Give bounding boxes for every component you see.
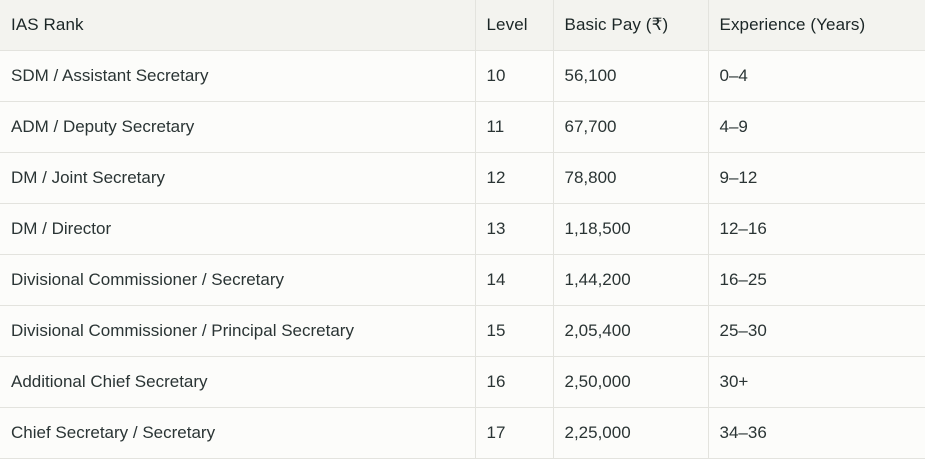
header-level: Level [474, 0, 554, 51]
cell-rank: DM / Joint Secretary [0, 152, 476, 204]
table-row: Chief Secretary / Secretary 17 2,25,000 … [0, 407, 925, 459]
header-row: IAS Rank Level Basic Pay (₹) Experience … [0, 0, 925, 51]
cell-level: 13 [474, 203, 554, 255]
cell-experience: 4–9 [707, 101, 925, 153]
header-experience: Experience (Years) [707, 0, 925, 51]
cell-rank: Additional Chief Secretary [0, 356, 476, 408]
header-ias-rank: IAS Rank [0, 0, 476, 51]
cell-basic-pay: 2,50,000 [552, 356, 709, 408]
cell-experience: 12–16 [707, 203, 925, 255]
cell-level: 16 [474, 356, 554, 408]
cell-rank: DM / Director [0, 203, 476, 255]
table-row: Divisional Commissioner / Principal Secr… [0, 305, 925, 357]
table-row: ADM / Deputy Secretary 11 67,700 4–9 [0, 101, 925, 153]
cell-experience: 30+ [707, 356, 925, 408]
cell-experience: 16–25 [707, 254, 925, 306]
cell-rank: Divisional Commissioner / Principal Secr… [0, 305, 476, 357]
cell-rank: SDM / Assistant Secretary [0, 50, 476, 102]
cell-basic-pay: 1,44,200 [552, 254, 709, 306]
cell-experience: 0–4 [707, 50, 925, 102]
cell-experience: 9–12 [707, 152, 925, 204]
cell-level: 15 [474, 305, 554, 357]
header-basic-pay: Basic Pay (₹) [552, 0, 709, 51]
cell-level: 12 [474, 152, 554, 204]
table-row: DM / Director 13 1,18,500 12–16 [0, 203, 925, 255]
cell-experience: 25–30 [707, 305, 925, 357]
cell-rank: Divisional Commissioner / Secretary [0, 254, 476, 306]
table-row: DM / Joint Secretary 12 78,800 9–12 [0, 152, 925, 204]
cell-level: 10 [474, 50, 554, 102]
cell-experience: 34–36 [707, 407, 925, 459]
table-body: SDM / Assistant Secretary 10 56,100 0–4 … [0, 50, 925, 459]
cell-basic-pay: 67,700 [552, 101, 709, 153]
cell-level: 11 [474, 101, 554, 153]
cell-basic-pay: 1,18,500 [552, 203, 709, 255]
table-header: IAS Rank Level Basic Pay (₹) Experience … [0, 0, 925, 51]
table-row: Divisional Commissioner / Secretary 14 1… [0, 254, 925, 306]
cell-basic-pay: 2,05,400 [552, 305, 709, 357]
cell-rank: ADM / Deputy Secretary [0, 101, 476, 153]
table-row: Additional Chief Secretary 16 2,50,000 3… [0, 356, 925, 408]
cell-basic-pay: 2,25,000 [552, 407, 709, 459]
cell-level: 14 [474, 254, 554, 306]
table-row: SDM / Assistant Secretary 10 56,100 0–4 [0, 50, 925, 102]
cell-level: 17 [474, 407, 554, 459]
cell-basic-pay: 56,100 [552, 50, 709, 102]
cell-rank: Chief Secretary / Secretary [0, 407, 476, 459]
cell-basic-pay: 78,800 [552, 152, 709, 204]
